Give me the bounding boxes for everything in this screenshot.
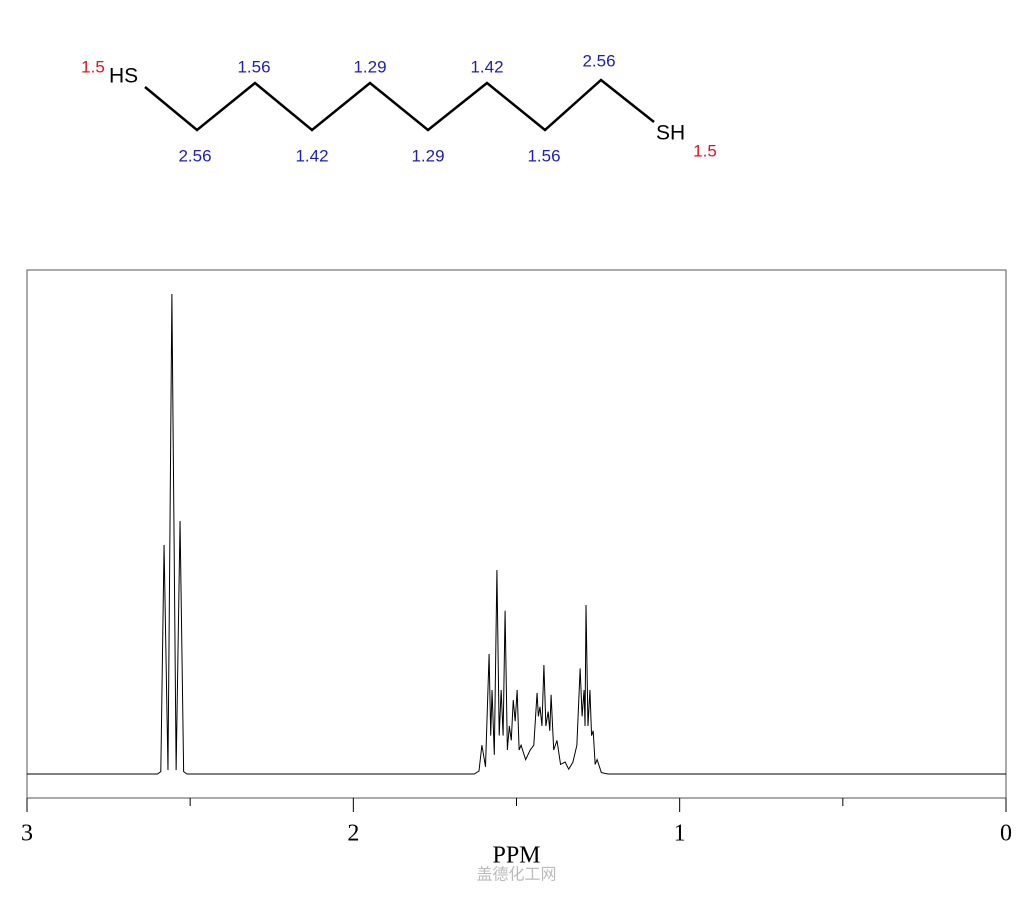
x-tick-label: 1 — [674, 821, 686, 847]
shift-label: 1.42 — [470, 57, 503, 76]
shift-label: 1.42 — [295, 146, 328, 165]
x-axis-label: PPM — [492, 843, 540, 869]
shift-label: 2.56 — [178, 146, 211, 165]
shift-label: 2.56 — [582, 51, 615, 70]
x-tick-label: 0 — [1000, 821, 1012, 847]
thiol-group: SH — [656, 122, 685, 145]
shift-label: 1.5 — [693, 141, 717, 160]
watermark: 盖德化工网 — [476, 865, 556, 884]
shift-label: 1.5 — [81, 57, 105, 76]
shift-label: 1.29 — [411, 146, 444, 165]
shift-label: 1.29 — [353, 57, 386, 76]
x-tick-label: 2 — [347, 821, 359, 847]
shift-label: 1.56 — [237, 57, 270, 76]
spectrum-line — [27, 293, 1006, 775]
shift-label: 1.56 — [527, 146, 560, 165]
carbon-chain — [144, 78, 655, 132]
thiol-group: HS — [109, 65, 138, 88]
x-tick-label: 3 — [21, 821, 33, 847]
